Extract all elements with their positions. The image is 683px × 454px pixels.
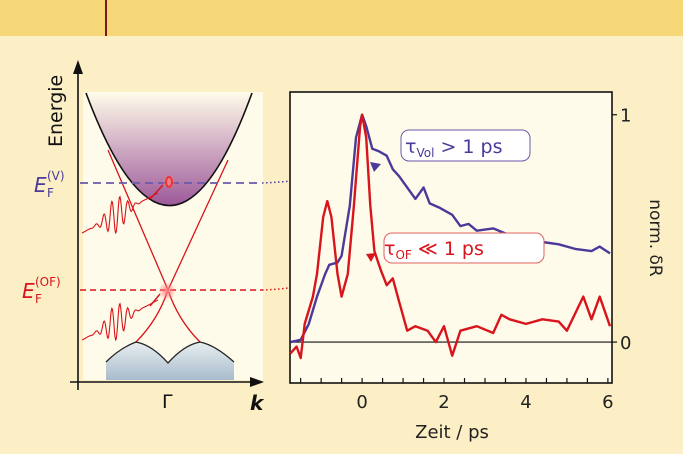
fermi-v-sub: F (47, 186, 54, 200)
band-diagram: Energie Γ k E F (V) E F (OF) (22, 60, 379, 415)
fermi-v-sup: (V) (47, 169, 65, 183)
time-resolved-chart: 0 2 4 6 0 1 Zeit / ps norm. δR τVol > 1 ps τO… (289, 91, 665, 443)
energy-label: Energie (45, 75, 67, 147)
excitation-spot-surface (158, 282, 176, 300)
laser-pulses (81, 184, 164, 342)
laser-pulse-volume (81, 192, 159, 235)
x-tick-label: 0 (356, 392, 367, 413)
laser-pulse-surface-arrow (149, 293, 161, 307)
x-tick-label: 6 (602, 392, 613, 413)
fermi-v-main: E (34, 173, 47, 197)
k-label: k (250, 391, 265, 415)
y-axis-label: norm. δR (645, 199, 665, 277)
x-tick-label: 4 (520, 392, 531, 413)
annotation-of-text: τOF ≪ 1 ps (384, 238, 484, 262)
header-divider (105, 0, 107, 36)
fermi-of-sup: (OF) (35, 275, 61, 289)
annotation-of: τOF ≪ 1 ps (383, 232, 545, 264)
volume-arrow-icon (370, 162, 381, 172)
header-band (0, 0, 683, 36)
surface-arrow-icon (366, 253, 376, 262)
fermi-of-main: E (22, 279, 35, 303)
laser-pulse-surface (81, 299, 159, 342)
y-tick-label: 0 (620, 333, 631, 354)
fermi-of-sub: F (35, 292, 42, 306)
excitation-ring-volume (165, 176, 173, 188)
valence-band-curve (105, 341, 235, 364)
gamma-label: Γ (162, 391, 173, 413)
annotation-vol-text: τVol > 1 ps (405, 136, 503, 160)
x-axis-label: Zeit / ps (415, 422, 489, 443)
series-line-of (289, 113, 612, 360)
conduction-band-curve (85, 92, 253, 207)
excitation-spot-volume (162, 175, 176, 189)
laser-pulse-volume-arrow (149, 184, 164, 200)
x-tick-label: 2 (438, 392, 449, 413)
y-tick-label: 1 (620, 106, 631, 127)
annotation-vol-box (400, 129, 531, 162)
k-axis-arrow-icon (250, 377, 264, 387)
annotation-vol: τVol > 1 ps (400, 129, 531, 162)
annotation-of-box (383, 232, 545, 264)
energy-axis-arrow-icon (73, 60, 83, 74)
